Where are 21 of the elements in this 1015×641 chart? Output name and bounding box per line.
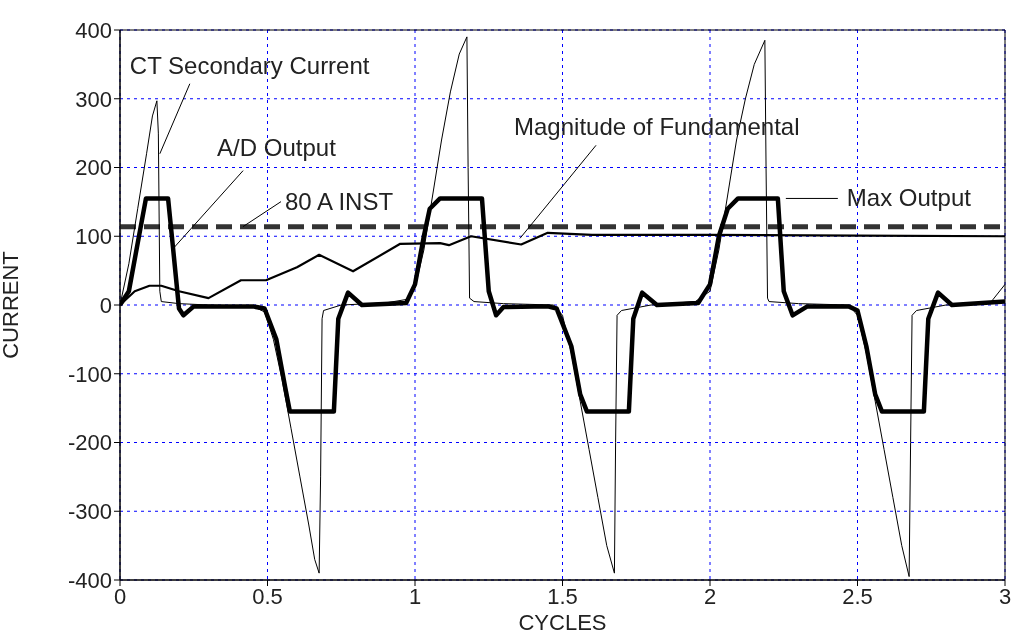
ref-line-label: 80 A INST [285,187,394,215]
annotation: CT Secondary Current [129,51,370,79]
y-tick-label: 300 [75,86,112,112]
annotation: A/D Output [217,133,337,161]
y-tick-label: -200 [67,430,112,456]
y-tick-label: 100 [75,224,112,250]
y-tick-label: -400 [67,567,112,593]
x-axis-title: CYCLES [518,610,607,635]
y-tick-label: 200 [75,155,112,181]
annotation: Max Output [846,184,972,212]
x-tick-label: 2 [703,583,717,609]
x-tick-label: 1.5 [547,583,578,609]
x-tick-label: 1 [408,583,422,609]
x-tick-label: 2.5 [842,583,873,609]
x-tick-label: 3 [998,583,1012,609]
x-tick-label: 0.5 [252,583,283,609]
y-tick-label: -100 [67,361,112,387]
y-tick-label: 0 [99,292,112,318]
y-tick-label: -300 [67,499,112,525]
y-axis-title: CURRENT [0,251,23,359]
y-tick-label: 400 [75,17,112,43]
